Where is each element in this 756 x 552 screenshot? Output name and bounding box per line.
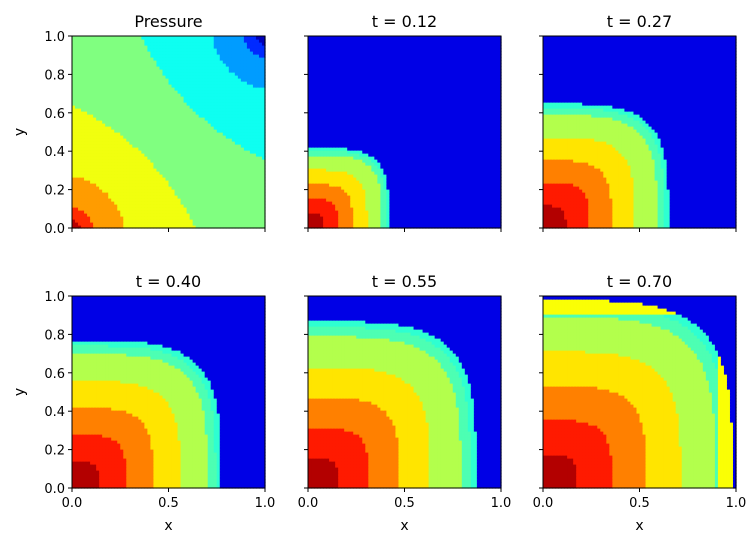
heatmap-cells <box>308 36 502 229</box>
panel-2: t = 0.12 <box>304 12 502 232</box>
y-tick-label: 0.0 <box>44 222 65 237</box>
y-axis-label: y <box>12 128 28 136</box>
y-tick-label: 1.0 <box>44 30 65 45</box>
y-tick-label: 0.8 <box>44 68 65 83</box>
y-tick-label: 0.4 <box>44 145 65 160</box>
panel-title: Pressure <box>134 12 202 31</box>
panel-1: Pressure 0.0 0.2 0.4 0.6 0.8 1.0 y <box>12 12 266 237</box>
y-tick-label: 0.6 <box>44 107 65 122</box>
y-tick-label: 0.2 <box>44 184 65 199</box>
heatmap-cells <box>72 36 266 229</box>
